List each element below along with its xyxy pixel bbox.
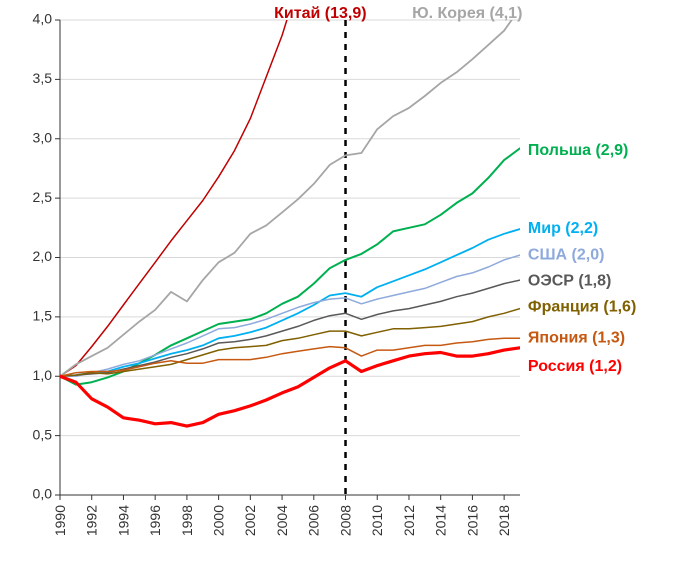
y-tick-label: 2,5	[33, 189, 53, 205]
series-label-usa: США (2,0)	[528, 246, 605, 263]
series-oecd	[60, 280, 520, 376]
series-label-japan: Япония (1,3)	[528, 329, 625, 346]
series-label-world: Мир (2,2)	[528, 220, 598, 237]
x-tick-label: 2002	[242, 505, 258, 536]
y-tick-label: 0,0	[33, 486, 53, 502]
x-tick-label: 1990	[52, 505, 68, 536]
x-tick-label: 1994	[115, 505, 131, 536]
series-label-france: Франция (1,6)	[528, 299, 636, 316]
x-tick-label: 1992	[84, 505, 100, 536]
series-usa	[60, 255, 520, 376]
y-tick-label: 2,0	[33, 248, 53, 264]
series-label-poland: Польша (2,9)	[528, 142, 628, 159]
x-tick-label: 2006	[306, 505, 322, 536]
series-russia	[60, 348, 520, 426]
x-tick-label: 2012	[401, 505, 417, 536]
x-tick-label: 2018	[496, 505, 512, 536]
x-tick-label: 2000	[211, 505, 227, 536]
line-chart: 0,0 0,5 1,0 1,5 2,0 2,5 3,0 3,5 4,0 1990 1992 1994 1…	[0, 0, 698, 572]
x-tick-label: 2004	[274, 505, 290, 536]
x-tick-label: 1998	[179, 505, 195, 536]
series-label-oecd: ОЭСР (1,8)	[528, 272, 611, 289]
x-tick-label: 2016	[464, 505, 480, 536]
y-tick-label: 1,5	[33, 308, 53, 324]
x-tick-label: 1996	[147, 505, 163, 536]
series-label-russia: Россия (1,2)	[528, 358, 622, 375]
y-tick-label: 1,0	[33, 367, 53, 383]
y-tick-label: 0,5	[33, 426, 53, 442]
y-tick-label: 4,0	[33, 11, 53, 27]
series-skorea	[60, 8, 520, 376]
x-tick-label: 2014	[433, 505, 449, 536]
series-poland	[60, 148, 520, 384]
y-tick-label: 3,0	[33, 129, 53, 145]
series-label-skorea: Ю. Корея (4,1)	[412, 5, 522, 22]
x-tick-label: 2008	[337, 505, 353, 536]
y-tick-label: 3,5	[33, 70, 53, 86]
chart-container: 0,0 0,5 1,0 1,5 2,0 2,5 3,0 3,5 4,0 1990 1992 1994 1…	[0, 0, 698, 572]
x-tick-label: 2010	[369, 505, 385, 536]
series-label-china: Китай (13,9)	[274, 5, 366, 22]
